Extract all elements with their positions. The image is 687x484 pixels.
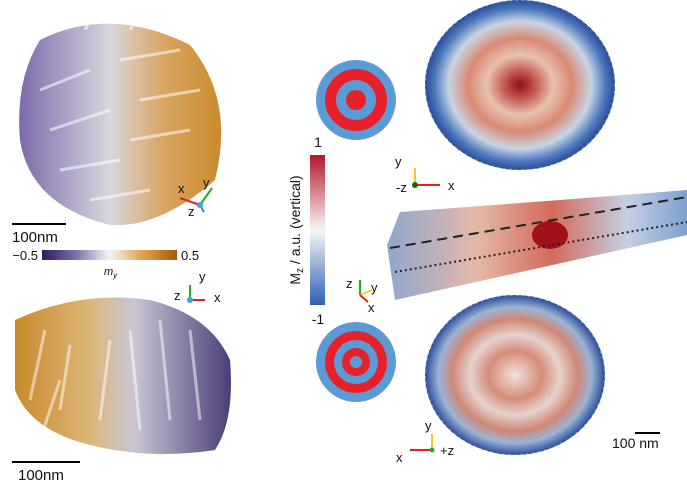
label-rest: / a.u. (vertical) — [287, 175, 303, 268]
scale-bar-label: 100nm — [18, 467, 64, 484]
colorbar-min: −0.5 — [12, 248, 38, 263]
vector-field-top — [19, 10, 221, 225]
target-icon — [316, 60, 396, 140]
axis-label: y — [199, 269, 206, 284]
figure: x y z 100nm −0.5 0.5 my z y x 100nm 1 -1… — [0, 0, 687, 484]
colorbar — [42, 250, 177, 260]
label: M — [287, 273, 303, 285]
colorbar-label: my — [104, 266, 118, 280]
axis-label: x — [214, 290, 221, 305]
axis-label: z — [174, 288, 181, 303]
axis-label: z — [346, 276, 353, 291]
axis-label: +z — [440, 443, 454, 458]
axis-label: y — [371, 280, 378, 295]
axis-label: x — [448, 178, 455, 193]
axis-label: -z — [396, 180, 407, 195]
axis-triad: z y x — [346, 276, 378, 315]
axis-label: x — [178, 181, 185, 196]
label-sub: y — [112, 271, 118, 280]
colorbar-max: 1 — [314, 134, 322, 150]
axis-label: x — [368, 300, 375, 315]
colorbar — [310, 155, 325, 305]
magnetization-disk — [425, 0, 615, 170]
colorbar-min: -1 — [312, 311, 325, 327]
vector-field-bottom — [15, 298, 231, 455]
axis-label: z — [188, 204, 195, 219]
axis-label: x — [396, 450, 403, 465]
slab — [387, 190, 687, 300]
axis-triad: y -z x — [395, 154, 455, 195]
target-icon — [316, 322, 396, 402]
axis-label: y — [203, 175, 210, 190]
colorbar-label: Mz / a.u. (vertical) — [287, 175, 306, 284]
axis-label: y — [395, 154, 402, 169]
label: m — [104, 266, 113, 278]
scale-bar-label: 100nm — [12, 229, 58, 246]
axis-triad: z y x — [174, 269, 221, 305]
scale-bar-label: 100 nm — [612, 435, 659, 451]
axis-label: y — [425, 418, 432, 433]
colorbar-max: 0.5 — [181, 248, 199, 263]
